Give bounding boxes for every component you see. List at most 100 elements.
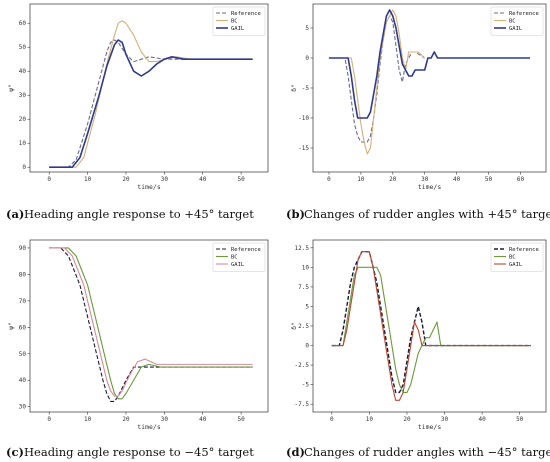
chart-d-plot-area: 0 10 20 30 40 50 -7.5 -5 -2.5 0 2.5 5 7.5 10 12.5 time/… [290, 239, 547, 431]
chart-c-ytick-label: 60 [19, 324, 27, 331]
chart-a-ytick-label: 0 [22, 164, 26, 171]
chart-d-legend-label: Reference [509, 247, 539, 253]
chart-c-ytick-label: 30 [19, 404, 27, 411]
chart-d-xtick-label: 30 [441, 416, 449, 423]
chart-b-series-bc-line [328, 9, 426, 155]
chart-c-xtick-label: 10 [84, 416, 92, 423]
chart-a-xtick-label: 0 [47, 176, 51, 183]
chart-d-ytick-label: -5 [302, 382, 310, 389]
chart-d-legend-label: GAIL [509, 262, 523, 268]
chart-a-legend-label: GAIL [231, 26, 245, 32]
chart-a-ytick-label: 40 [19, 68, 27, 75]
chart-b-xtick-label: 40 [453, 176, 461, 183]
chart-a-xtick-label: 50 [238, 176, 246, 183]
chart-c-series-reference-line [49, 247, 253, 402]
chart-d-xtick-label: 0 [330, 416, 334, 423]
chart-d-xlabel: time/s [418, 423, 442, 431]
chart-b-series-reference-line [328, 15, 426, 143]
panel-b: 0 10 20 30 40 50 60 -15 -10 -5 0 5 time/s δ° Reference… [286, 3, 550, 221]
chart-c-ytick-label: 80 [19, 271, 27, 278]
chart-d-xtick-label: 50 [516, 416, 524, 423]
chart-b-ytick-label: 0 [305, 55, 309, 62]
caption-a-label: (a) [6, 207, 24, 221]
chart-c-xtick-label: 30 [161, 416, 169, 423]
chart-c-legend-label: GAIL [231, 262, 245, 268]
caption-a-text: Heading angle response to +45° target [24, 207, 254, 221]
chart-d-xtick-label: 40 [478, 416, 486, 423]
chart-c-legend-label: Reference [231, 247, 261, 253]
chart-b-ytick-label: 5 [305, 25, 309, 32]
chart-c-series-gail-line [49, 247, 253, 397]
chart-b-xlabel: time/s [418, 183, 442, 191]
caption-d-text: Changes of rudder angles with −45° targe… [304, 445, 550, 459]
chart-a-plot-area: 0 10 20 30 40 50 0 10 20 30 40 50 60 time/s ψ° Referenc… [7, 3, 269, 191]
panel-a: 0 10 20 30 40 50 0 10 20 30 40 50 60 time/s ψ° Referenc… [6, 3, 269, 221]
chart-b-legend-label: GAIL [509, 26, 523, 32]
chart-d-ytick-label: 2.5 [298, 323, 309, 330]
chart-b-xtick-label: 0 [327, 176, 331, 183]
caption-d-label: (d) [286, 445, 305, 459]
chart-a-ytick-label: 50 [19, 44, 27, 51]
chart-d-ytick-label: 0 [305, 343, 309, 350]
chart-d-ytick-label: 5 [305, 303, 309, 310]
caption-c-label: (c) [6, 445, 24, 459]
chart-c-ytick-label: 40 [19, 377, 27, 384]
chart-c-legend-label: BC [231, 255, 238, 261]
chart-b-xtick-label: 50 [485, 176, 493, 183]
chart-a-series-gail-line [49, 39, 253, 168]
chart-b-ytick-label: -15 [298, 145, 309, 152]
chart-d-xtick-label: 20 [403, 416, 411, 423]
chart-c-ylabel: ψ° [7, 322, 15, 330]
chart-d-series-gail-line [331, 251, 531, 401]
chart-b-ytick-label: -10 [298, 115, 309, 122]
chart-c-ytick-label: 50 [19, 351, 27, 358]
panel-c: 0 10 20 30 40 50 30 40 50 60 70 80 90 time/s ψ° Referen… [6, 239, 269, 459]
chart-a-xtick-label: 10 [84, 176, 92, 183]
chart-b-xtick-label: 60 [517, 176, 525, 183]
chart-d-xtick-label: 10 [366, 416, 374, 423]
chart-a-xtick-label: 20 [122, 176, 130, 183]
chart-d-ytick-label: -7.5 [295, 401, 310, 408]
chart-b-ylabel: δ° [290, 84, 298, 92]
chart-d-ytick-label: 7.5 [298, 284, 309, 291]
caption-b-label: (b) [286, 207, 305, 221]
chart-b-xtick-label: 30 [421, 176, 429, 183]
chart-b-legend-label: BC [509, 19, 516, 25]
chart-a-series-bc-line [49, 20, 253, 168]
chart-a-xlabel: time/s [137, 183, 161, 191]
chart-c-xtick-label: 50 [238, 416, 246, 423]
chart-c-xlabel: time/s [137, 423, 161, 431]
chart-b-ytick-label: -5 [302, 85, 310, 92]
chart-a-ytick-label: 60 [19, 20, 27, 27]
chart-b-legend-label: Reference [509, 11, 539, 17]
chart-c-frame [29, 239, 269, 413]
chart-a-xtick-label: 30 [161, 176, 169, 183]
chart-c-ytick-label: 90 [19, 245, 27, 252]
caption-b-text: Changes of rudder angles with +45° targe… [304, 207, 550, 221]
chart-a-ylabel: ψ° [7, 84, 15, 92]
chart-b-plot-area: 0 10 20 30 40 50 60 -15 -10 -5 0 5 time/s δ° Reference… [290, 3, 547, 191]
chart-d-ytick-label: 10 [302, 264, 310, 271]
chart-a-xtick-label: 40 [199, 176, 207, 183]
chart-c-ytick-label: 70 [19, 298, 27, 305]
chart-a-ytick-label: 10 [19, 140, 27, 147]
chart-d-ytick-label: 12.5 [295, 245, 310, 252]
chart-d-series-reference-line [331, 251, 531, 394]
chart-b-xtick-label: 20 [389, 176, 397, 183]
chart-c-xtick-label: 20 [122, 416, 130, 423]
chart-a-frame [29, 3, 269, 173]
chart-a-legend-label: BC [231, 19, 238, 25]
chart-b-xtick-label: 10 [357, 176, 365, 183]
chart-c-plot-area: 0 10 20 30 40 50 30 40 50 60 70 80 90 time/s ψ° Referen… [7, 239, 269, 431]
chart-a-ytick-label: 20 [19, 116, 27, 123]
chart-c-xtick-label: 0 [47, 416, 51, 423]
chart-d-series-bc-line [331, 266, 531, 394]
caption-c-text: Heading angle response to −45° target [24, 445, 254, 459]
chart-a-ytick-label: 30 [19, 92, 27, 99]
chart-c-xtick-label: 40 [199, 416, 207, 423]
chart-d-ylabel: δ° [290, 322, 298, 330]
chart-a-legend-label: Reference [231, 11, 261, 17]
chart-d-ytick-label: -2.5 [295, 362, 310, 369]
chart-c-series-bc-line [49, 247, 253, 400]
